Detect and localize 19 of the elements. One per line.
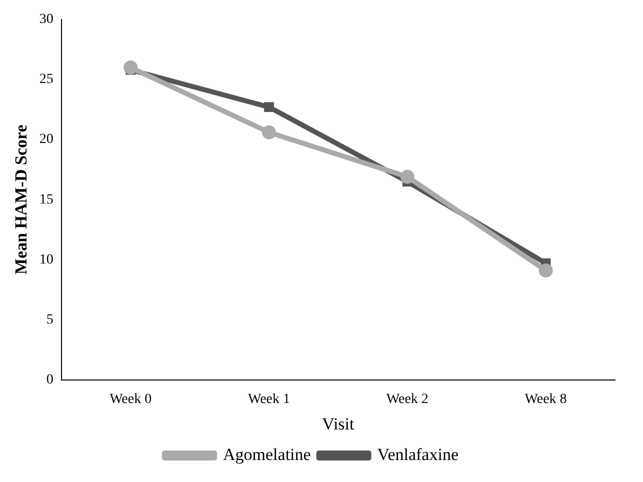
- y-tick-label: 10: [39, 252, 54, 268]
- y-tick-label: 30: [39, 12, 54, 28]
- point: [400, 170, 414, 184]
- x-tick-label: Week 0: [110, 392, 152, 407]
- legend-label: Agomelatine: [223, 444, 311, 464]
- y-tick-label: 5: [46, 312, 54, 328]
- point: [538, 263, 553, 278]
- x-tick-label: Week 8: [524, 392, 567, 407]
- y-axis-title: Mean HAM-D Score: [12, 124, 31, 275]
- y-tick-label: 0: [46, 372, 54, 388]
- y-tick-label: 15: [39, 192, 54, 208]
- x-axis-title: Visit: [322, 414, 354, 434]
- point: [264, 102, 274, 112]
- legend-label: Venlafaxine: [377, 444, 458, 464]
- point: [262, 125, 276, 140]
- y-tick-label: 25: [39, 72, 54, 88]
- x-tick-label: Week 2: [386, 392, 428, 407]
- y-tick-label: 20: [39, 132, 54, 148]
- x-tick-label: Week 1: [248, 392, 290, 407]
